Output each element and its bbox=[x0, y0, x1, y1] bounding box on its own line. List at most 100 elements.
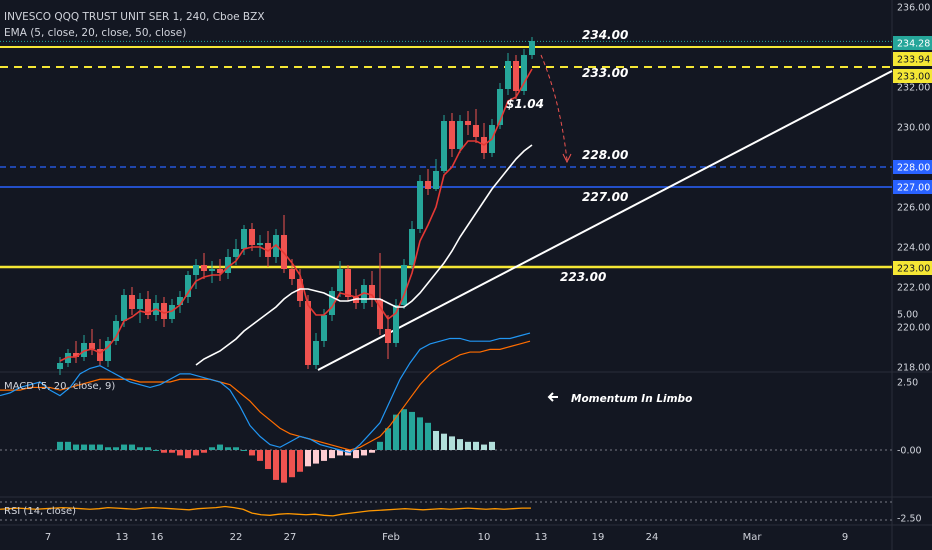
macd-histogram-bar bbox=[105, 447, 111, 450]
candle-body bbox=[329, 291, 335, 315]
macd-indicator-label: MACD (5, 20, close, 9) bbox=[4, 381, 116, 392]
candle-body bbox=[225, 257, 231, 273]
macd-histogram-bar bbox=[385, 428, 391, 450]
price-tag bbox=[893, 180, 932, 194]
macd-histogram-bar bbox=[281, 450, 287, 483]
macd-line bbox=[0, 332, 531, 454]
price-tick-label: 224.00 bbox=[897, 243, 930, 254]
time-axis-label: 7 bbox=[45, 532, 51, 543]
time-axis-label: 13 bbox=[116, 532, 129, 543]
macd-signal-line bbox=[0, 340, 531, 451]
time-axis-label: 19 bbox=[592, 532, 605, 543]
level-label: 223.00 bbox=[560, 270, 606, 284]
macd-histogram-bar bbox=[377, 441, 383, 450]
macd-histogram-bar bbox=[481, 444, 487, 450]
macd-histogram-bar bbox=[417, 417, 423, 450]
macd-histogram-bar bbox=[361, 450, 367, 456]
macd-histogram-bar bbox=[257, 450, 263, 461]
candle-body bbox=[313, 341, 319, 365]
price-tag bbox=[893, 261, 932, 275]
candle-body bbox=[505, 61, 511, 89]
candle-body bbox=[137, 299, 143, 309]
candle-body bbox=[417, 181, 423, 229]
price-tag bbox=[893, 69, 932, 83]
macd-histogram-bar bbox=[297, 450, 303, 472]
price-tick-label: 218.00 bbox=[897, 363, 930, 374]
macd-histogram-bar bbox=[113, 447, 119, 450]
macd-histogram-bar bbox=[89, 444, 95, 450]
macd-histogram-bar bbox=[161, 450, 167, 453]
candle-body bbox=[321, 315, 327, 341]
candle-body bbox=[129, 295, 135, 309]
candle-body bbox=[425, 181, 431, 189]
uptrend-line bbox=[317, 70, 893, 371]
candle-body bbox=[521, 55, 527, 91]
price-tag-text: 227.00 bbox=[897, 183, 930, 194]
macd-histogram-bar bbox=[129, 444, 135, 450]
macd-histogram-bar bbox=[401, 409, 407, 450]
macd-histogram-bar bbox=[209, 447, 215, 450]
macd-histogram-bar bbox=[225, 447, 231, 450]
macd-histogram-bar bbox=[337, 450, 343, 456]
candle-body bbox=[377, 299, 383, 329]
macd-histogram-bar bbox=[65, 441, 71, 450]
macd-histogram-bar bbox=[329, 450, 335, 459]
macd-histogram-bar bbox=[57, 441, 63, 450]
macd-histogram-bar bbox=[249, 450, 255, 456]
candle-body bbox=[513, 61, 519, 91]
candle-body bbox=[89, 343, 95, 349]
price-tag-text: 234.28 bbox=[897, 39, 930, 50]
price-tag-text: 233.94 bbox=[897, 55, 930, 66]
macd-histogram-bar bbox=[265, 450, 271, 470]
candle-body bbox=[185, 275, 191, 297]
macd-tick-label: -2.50 bbox=[897, 514, 922, 525]
level-label: 227.00 bbox=[582, 190, 628, 204]
projection-arrow bbox=[540, 54, 568, 161]
time-axis-label: 13 bbox=[535, 532, 548, 543]
price-tick-label: 226.00 bbox=[897, 203, 930, 214]
ema-indicator-label: EMA (5, close, 20, close, 50, close) bbox=[4, 27, 187, 39]
time-axis-label: 9 bbox=[842, 532, 848, 543]
candle-body bbox=[441, 121, 447, 171]
macd-histogram-bar bbox=[193, 450, 199, 456]
macd-histogram-bar bbox=[137, 447, 143, 450]
macd-histogram-bar bbox=[97, 444, 103, 450]
macd-histogram-bar bbox=[185, 450, 191, 459]
time-axis-label: 22 bbox=[230, 532, 243, 543]
candle-body bbox=[289, 269, 295, 279]
level-label: 228.00 bbox=[582, 148, 628, 162]
candle-body bbox=[121, 295, 127, 321]
macd-histogram-bar bbox=[441, 433, 447, 450]
candle-body bbox=[145, 299, 151, 315]
candle-body bbox=[497, 89, 503, 125]
price-tag bbox=[893, 52, 932, 66]
candle-body bbox=[257, 243, 263, 245]
macd-histogram-bar bbox=[153, 450, 159, 451]
macd-histogram-bar bbox=[449, 436, 455, 450]
candle-body bbox=[473, 125, 479, 137]
candle-body bbox=[201, 265, 207, 271]
macd-histogram-bar bbox=[177, 450, 183, 456]
candle-body bbox=[217, 269, 223, 273]
price-tick-label: 236.00 bbox=[897, 3, 930, 14]
candle-body bbox=[449, 121, 455, 149]
macd-histogram-bar bbox=[313, 450, 319, 464]
macd-histogram-bar bbox=[81, 444, 87, 450]
macd-histogram-bar bbox=[273, 450, 279, 480]
candle-body bbox=[177, 297, 183, 305]
macd-histogram-bar bbox=[305, 450, 311, 467]
macd-histogram-bar bbox=[73, 444, 79, 450]
macd-histogram-bar bbox=[353, 450, 359, 459]
candle-body bbox=[105, 341, 111, 361]
macd-histogram-bar bbox=[393, 414, 399, 450]
macd-histogram-bar bbox=[489, 441, 495, 450]
time-axis-label: 24 bbox=[646, 532, 659, 543]
candle-body bbox=[385, 329, 391, 343]
macd-histogram-bar bbox=[465, 441, 471, 450]
candle-body bbox=[305, 301, 311, 365]
candle-body bbox=[345, 269, 351, 297]
candle-body bbox=[193, 265, 199, 275]
macd-histogram-bar bbox=[369, 450, 375, 453]
